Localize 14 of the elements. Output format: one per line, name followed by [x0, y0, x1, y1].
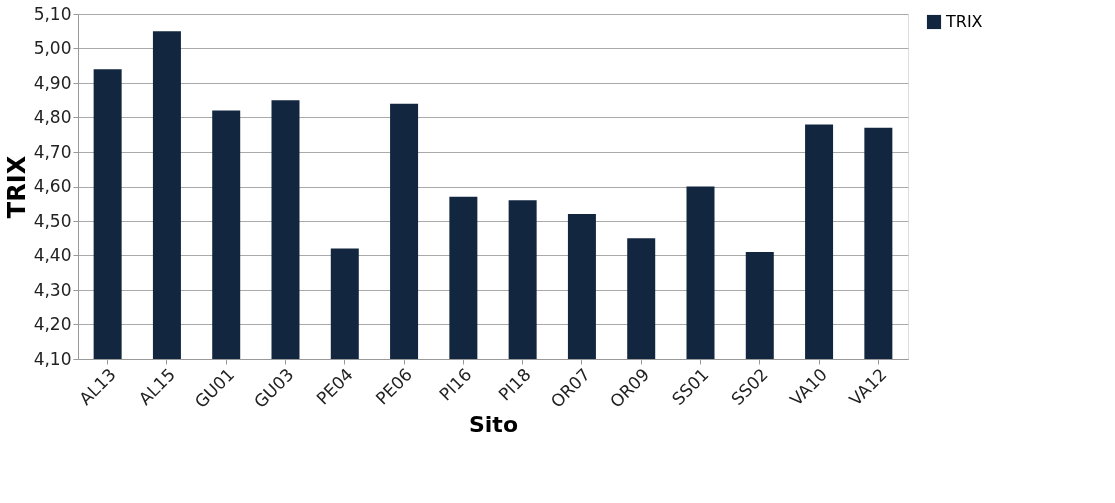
y-tick-label: 4,60 [33, 176, 72, 196]
y-axis-title: TRIX [2, 155, 31, 219]
y-tick-label: 4,90 [33, 72, 72, 93]
x-axis-title: Sito [468, 412, 519, 438]
y-tick-label: 4,30 [33, 279, 72, 300]
y-tick-label: 4,10 [33, 348, 72, 369]
y-tick-label: 5,00 [33, 38, 72, 58]
y-tick-label: 5,10 [33, 3, 72, 24]
legend-label: TRIX [945, 12, 983, 31]
y-tick-label: 4,50 [33, 210, 72, 231]
y-tick-label: 4,40 [33, 245, 72, 265]
y-tick-label: 4,70 [33, 141, 72, 162]
y-tick-label: 4,20 [33, 314, 72, 334]
y-tick-label: 4,80 [33, 107, 72, 127]
